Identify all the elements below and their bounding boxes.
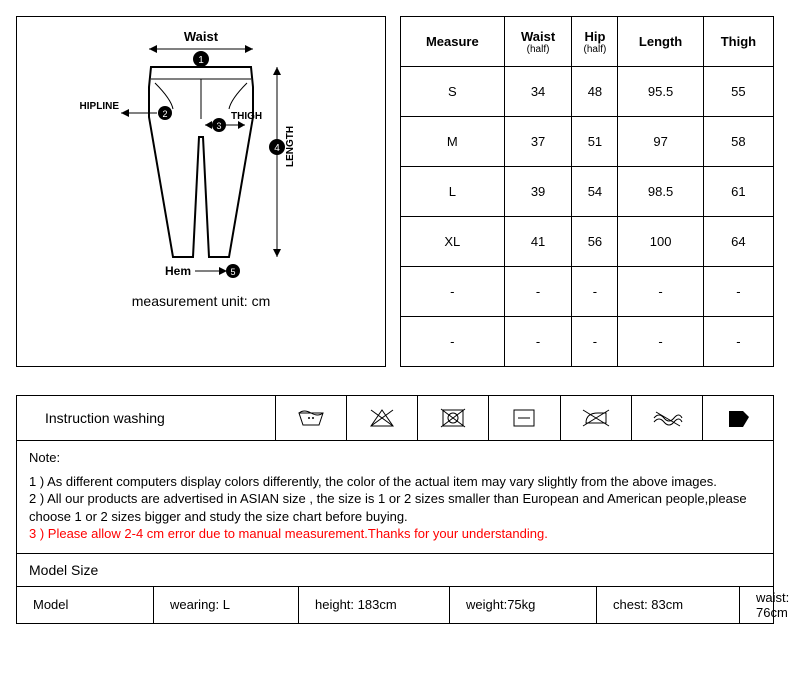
svg-text:3: 3 [216, 121, 221, 131]
model-cell: wearing: L [154, 587, 299, 623]
size-cell: 97 [618, 117, 703, 167]
diag-length-label: LENGTH [285, 126, 296, 167]
size-cell: 98.5 [618, 167, 703, 217]
size-cell: 39 [504, 167, 572, 217]
size-cell: 54 [572, 167, 618, 217]
model-cell: Model [17, 587, 154, 623]
washing-label: Instruction washing [17, 396, 276, 440]
size-cell: 64 [703, 217, 773, 267]
notes-block: Note: 1 ) As different computers display… [17, 441, 773, 554]
size-header: Length [618, 17, 703, 67]
note-3: 3 ) Please allow 2-4 cm error due to man… [29, 525, 761, 543]
size-cell: 37 [504, 117, 572, 167]
size-cell: 61 [703, 167, 773, 217]
svg-text:5: 5 [230, 267, 235, 277]
size-cell: - [504, 317, 572, 367]
diag-hipline-label: HIPLINE [80, 101, 120, 112]
svg-text:2: 2 [162, 109, 167, 119]
note-title: Note: [29, 449, 761, 467]
svg-text:4: 4 [274, 143, 280, 154]
no-wring-icon [632, 396, 703, 440]
note-2: 2 ) All our products are advertised in A… [29, 490, 761, 525]
model-cell: weight:75kg [450, 587, 597, 623]
info-box: Instruction washing Note: 1 ) As differe… [16, 395, 774, 624]
pants-diagram-svg: Waist 1 2 HIPLINE 3 THIGH [61, 27, 341, 287]
size-row: L395498.561 [401, 167, 774, 217]
size-cell: 55 [703, 67, 773, 117]
size-cell: - [504, 267, 572, 317]
size-row: XL415610064 [401, 217, 774, 267]
size-cell: - [401, 317, 505, 367]
diag-thigh-label: THIGH [231, 111, 262, 122]
measurement-diagram: Waist 1 2 HIPLINE 3 THIGH [16, 16, 386, 367]
model-size-title: Model Size [17, 554, 773, 587]
size-cell: S [401, 67, 505, 117]
no-bleach-icon [347, 396, 418, 440]
model-cell: chest: 83cm [597, 587, 740, 623]
size-cell: 41 [504, 217, 572, 267]
diag-hem-label: Hem [165, 264, 191, 278]
size-header: Waist(half) [504, 17, 572, 67]
model-size-row: Modelwearing: Lheight: 183cmweight:75kgc… [17, 587, 773, 623]
size-cell: - [401, 267, 505, 317]
size-row: S344895.555 [401, 67, 774, 117]
size-cell: M [401, 117, 505, 167]
size-cell: 48 [572, 67, 618, 117]
size-header: Hip(half) [572, 17, 618, 67]
size-cell: - [618, 317, 703, 367]
dry-flat-icon [489, 396, 560, 440]
washing-instruction-row: Instruction washing [17, 396, 773, 441]
size-chart-table: MeasureWaist(half)Hip(half)LengthThigh S… [400, 16, 774, 367]
size-cell: - [618, 267, 703, 317]
measurement-unit-label: measurement unit: cm [23, 291, 379, 309]
size-cell: - [572, 267, 618, 317]
size-header: Thigh [703, 17, 773, 67]
note-1: 1 ) As different computers display color… [29, 473, 761, 491]
size-header: Measure [401, 17, 505, 67]
size-cell: 95.5 [618, 67, 703, 117]
wash-tub-icon [276, 396, 347, 440]
no-tumble-icon [418, 396, 489, 440]
size-row: ----- [401, 267, 774, 317]
size-cell: 56 [572, 217, 618, 267]
size-cell: - [572, 317, 618, 367]
model-cell: height: 183cm [299, 587, 450, 623]
size-cell: - [703, 267, 773, 317]
size-cell: 51 [572, 117, 618, 167]
size-cell: 58 [703, 117, 773, 167]
size-row: ----- [401, 317, 774, 367]
size-cell: - [703, 317, 773, 367]
size-cell: XL [401, 217, 505, 267]
size-cell: L [401, 167, 505, 217]
diag-waist-label: Waist [184, 29, 219, 44]
size-cell: 34 [504, 67, 572, 117]
size-cell: 100 [618, 217, 703, 267]
svg-text:1: 1 [198, 55, 204, 66]
size-row: M37519758 [401, 117, 774, 167]
model-cell: waist: 76cm [740, 587, 789, 623]
no-iron-icon [561, 396, 632, 440]
ok-tag-icon [703, 396, 773, 440]
